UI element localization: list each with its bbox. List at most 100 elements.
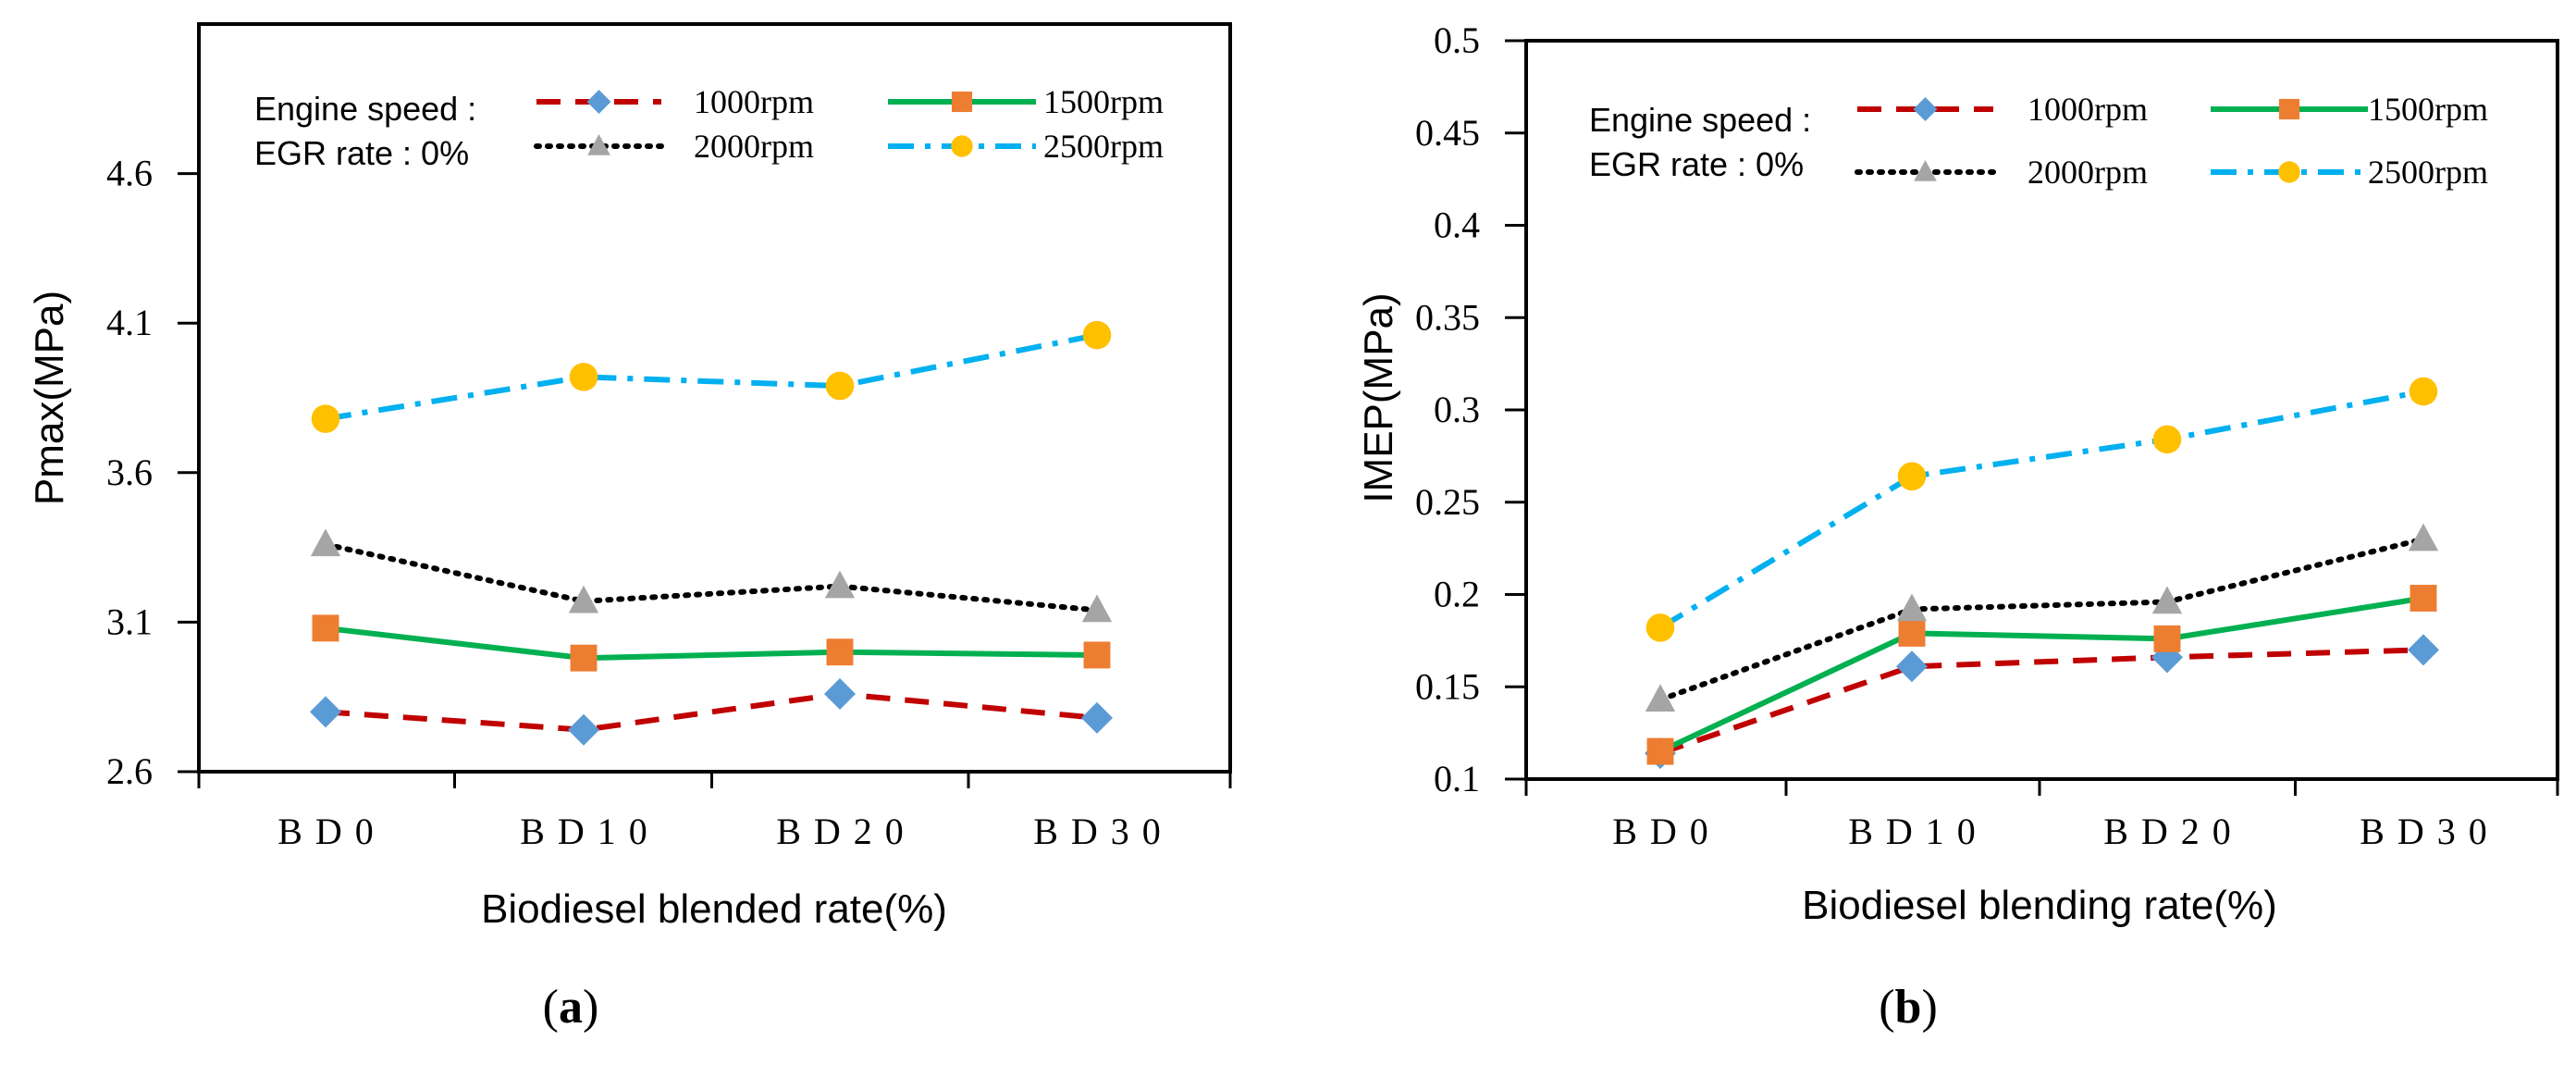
series-line-2500rpm	[325, 332, 1098, 422]
y-tick-label: 3.6	[106, 452, 153, 493]
legend-label-1500rpm: 1500rpm	[2368, 91, 2488, 128]
series-line-1500rpm	[325, 625, 1098, 662]
y-tick-label: 0.2	[1434, 574, 1480, 615]
data-point-1000rpm	[1896, 650, 1928, 683]
data-point-2000rpm	[1896, 593, 1928, 622]
legend-label-2500rpm: 2500rpm	[1043, 128, 1164, 165]
y-tick-label: 4.6	[106, 153, 153, 194]
data-point-2000rpm	[568, 585, 599, 613]
y-tick-label: 0.15	[1415, 665, 1480, 707]
data-point-2500rpm	[2152, 425, 2182, 454]
data-point-1500rpm	[312, 614, 339, 642]
series-line-1500rpm	[1658, 595, 2424, 754]
data-point-1000rpm	[568, 713, 599, 746]
x-tick-label: BD10	[520, 811, 660, 852]
data-point-1500rpm	[826, 638, 854, 666]
data-point-1000rpm	[824, 677, 856, 710]
legend-marker-1500rpm	[951, 91, 973, 113]
legend-label-1000rpm: 1000rpm	[2028, 91, 2148, 128]
plot-area-a	[197, 22, 1232, 774]
legend-marker-1000rpm	[586, 90, 611, 114]
x-ticks-b: BD0 BD10 BD20 BD30	[1524, 779, 2559, 852]
legend-marker-2500rpm	[2278, 161, 2300, 183]
chart-panel-b: 0.10.150.20.250.30.350.40.450.5 BD0 BD10 B…	[1356, 19, 2559, 1034]
y-tick-label: 0.35	[1415, 296, 1480, 338]
legend-label-2500rpm: 2500rpm	[2368, 154, 2488, 191]
x-axis-title-b: Biodiesel blending rate(%)	[1802, 883, 2277, 928]
series-line-2000rpm	[1658, 536, 2426, 703]
data-point-1500rpm	[570, 644, 598, 672]
x-tick-label: BD30	[1033, 811, 1174, 852]
legend-title-egr-b: EGR rate : 0%	[1589, 145, 1804, 183]
series-line-1000rpm	[325, 690, 1098, 733]
data-point-1500rpm	[1646, 737, 1674, 765]
y-axis-title-a: Pmax(MPa)	[27, 291, 72, 505]
y-tick-label: 0.4	[1434, 204, 1480, 246]
legend-marker-1500rpm	[2278, 98, 2300, 120]
data-point-2000rpm	[1081, 594, 1113, 623]
panel-letter-b: b	[1895, 981, 1922, 1034]
panel-label-a: (a)	[543, 981, 599, 1034]
legend-label-2000rpm: 2000rpm	[2028, 154, 2148, 191]
series-a	[310, 320, 1113, 746]
y-tick-label: 0.3	[1434, 389, 1480, 430]
data-point-2000rpm	[824, 570, 856, 599]
series-b	[1645, 377, 2439, 770]
legend-marker-2000rpm	[1914, 160, 1937, 181]
data-point-1000rpm	[310, 696, 341, 728]
legend-marker-2500rpm	[951, 135, 973, 157]
series-line-2000rpm	[323, 541, 1100, 613]
data-point-1500rpm	[1083, 641, 1111, 669]
x-ticks-a: BD0 BD10 BD20 BD30	[197, 772, 1232, 852]
x-tick-label: BD20	[2103, 811, 2244, 852]
y-ticks-a: 2.6 3.1 3.6 4.1 4.6	[106, 153, 199, 792]
data-point-2500rpm	[825, 371, 855, 401]
data-point-1000rpm	[2408, 634, 2439, 666]
series-line-1000rpm	[1659, 647, 2424, 756]
chart-panel-a: 2.6 3.1 3.6 4.1 4.6 BD0 BD10 BD20 BD30 Pmax(MPa…	[27, 22, 1232, 1034]
data-point-1500rpm	[1898, 619, 1926, 647]
y-tick-label: 2.6	[106, 750, 153, 792]
y-tick-label: 0.25	[1415, 481, 1480, 523]
data-point-2500rpm	[569, 363, 598, 391]
legend-title-egr-a: EGR rate : 0%	[254, 134, 469, 172]
y-tick-label: 0.5	[1434, 19, 1480, 61]
data-point-1500rpm	[2410, 585, 2437, 612]
data-point-2000rpm	[1645, 684, 1676, 712]
legend-label-1500rpm: 1500rpm	[1043, 83, 1164, 120]
data-point-2500rpm	[1082, 320, 1112, 350]
x-tick-label: BD30	[2360, 811, 2500, 852]
x-tick-label: BD0	[277, 811, 387, 852]
legend-b: Engine speed : EGR rate : 0% 1000rpm 1500…	[1589, 91, 2488, 191]
legend-title-speed-b: Engine speed :	[1589, 101, 1811, 139]
data-point-2500rpm	[1897, 462, 1927, 491]
legend-a: Engine speed : EGR rate : 0% 1000rpm 1500…	[254, 83, 1164, 172]
legend-marker-2000rpm	[587, 134, 610, 155]
data-point-1500rpm	[2153, 625, 2181, 652]
series-line-2500rpm	[1658, 389, 2424, 630]
data-point-2500rpm	[1645, 613, 1675, 642]
y-tick-label: 3.1	[106, 601, 153, 642]
x-tick-label: BD20	[776, 811, 917, 852]
panel-label-b: (b)	[1879, 981, 1938, 1034]
x-tick-label: BD0	[1612, 811, 1721, 852]
legend-label-1000rpm: 1000rpm	[694, 83, 814, 120]
y-ticks-b: 0.1 0.15 0.2 0.25 0.3 0.35 0.4 0.45 0.5	[1415, 19, 1526, 799]
y-tick-label: 4.1	[106, 302, 153, 343]
data-point-2000rpm	[310, 528, 341, 557]
y-axis-title-b: IMEP(MPa)	[1356, 292, 1401, 502]
y-tick-label: 0.45	[1415, 112, 1480, 154]
panel-letter-a: a	[559, 981, 583, 1034]
data-point-2000rpm	[2151, 586, 2183, 614]
legend-marker-1000rpm	[1913, 97, 1938, 121]
data-point-2500rpm	[311, 404, 340, 433]
y-tick-label: 0.1	[1434, 758, 1480, 799]
data-point-2500rpm	[2409, 377, 2438, 406]
x-axis-title-a: Biodiesel blended rate(%)	[481, 886, 947, 932]
x-tick-label: BD10	[1848, 811, 1989, 852]
legend-label-2000rpm: 2000rpm	[694, 128, 814, 165]
data-point-1000rpm	[1081, 701, 1113, 734]
data-point-2000rpm	[2408, 523, 2439, 551]
legend-title-speed-a: Engine speed :	[254, 90, 476, 128]
